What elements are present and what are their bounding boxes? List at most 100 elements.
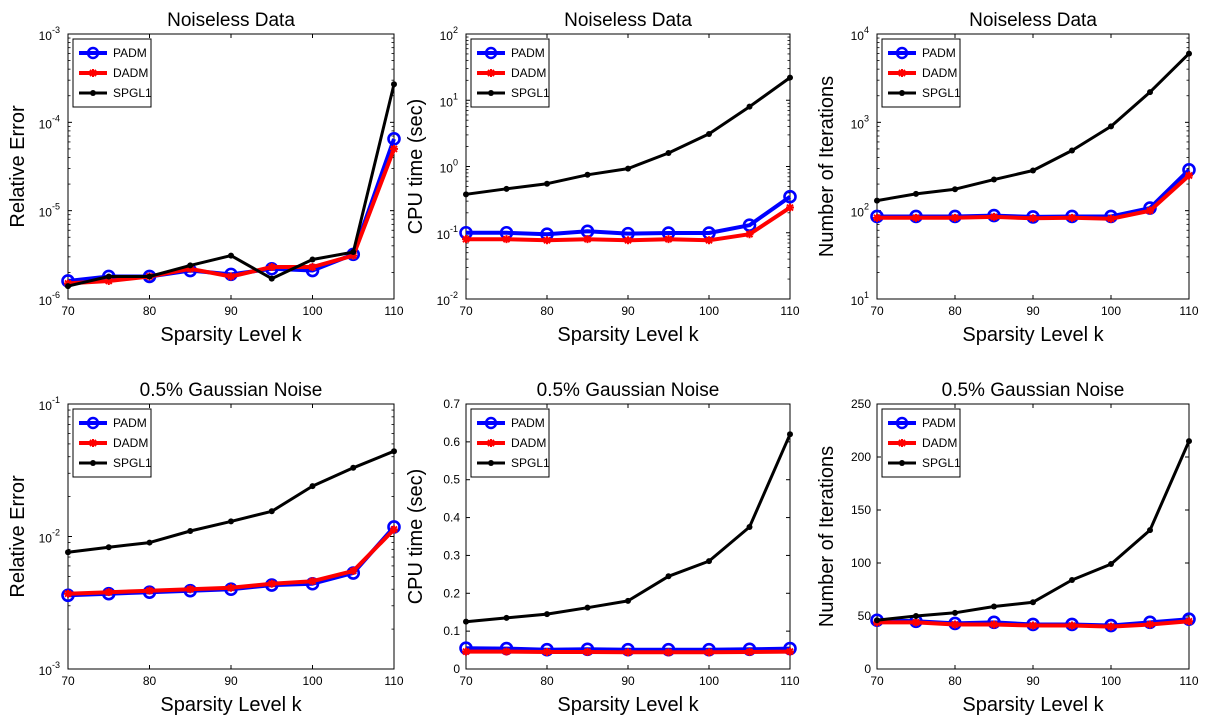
data-point	[583, 235, 592, 244]
data-point	[268, 275, 275, 282]
y-tick-exponent: 1	[864, 290, 869, 300]
data-point	[1185, 617, 1193, 626]
data-point	[1108, 561, 1114, 568]
chart-title: Noiseless Data	[564, 10, 692, 31]
data-point	[745, 230, 754, 239]
x-axis-label: Sparsity Level k	[557, 694, 699, 716]
data-point	[387, 132, 401, 146]
data-point	[665, 573, 672, 580]
y-tick-exponent: 2	[864, 202, 869, 212]
legend-entry-padm: PADM	[477, 46, 545, 60]
y-tick-label: 102	[851, 202, 869, 220]
data-point	[1185, 171, 1193, 180]
legend-marker	[898, 69, 906, 77]
chart-title: 0.5% Gaussian Noise	[537, 380, 720, 401]
legend-label: PADM	[511, 416, 545, 430]
series-dadm	[462, 203, 794, 245]
data-point	[665, 149, 672, 156]
legend-marker	[899, 90, 905, 96]
legend-entry-dadm: DADM	[79, 66, 148, 80]
y-tick-label: 150	[851, 503, 871, 517]
data-point	[391, 448, 397, 455]
legend-marker	[898, 439, 906, 447]
y-axis-label: Number of Iterations	[816, 76, 838, 257]
data-point	[187, 262, 194, 269]
legend-entry-dadm: DADM	[888, 66, 957, 80]
data-point	[308, 263, 317, 272]
legend-label: SPGL1	[113, 86, 152, 100]
x-tick-label: 100	[302, 674, 322, 688]
legend-marker	[895, 416, 909, 430]
legend-entry-spgl1: SPGL1	[477, 456, 550, 470]
x-tick-label: 80	[540, 674, 554, 688]
x-tick-label: 80	[540, 304, 554, 318]
data-point	[462, 647, 470, 656]
data-point	[913, 190, 919, 197]
data-point	[705, 236, 713, 245]
data-point	[146, 539, 153, 546]
data-point	[1147, 527, 1153, 534]
legend-entry-padm: PADM	[79, 46, 147, 60]
legend: PADM DADM SPGL1	[881, 408, 961, 478]
legend-entry-padm: PADM	[79, 416, 147, 430]
y-tick-exponent: 2	[453, 25, 458, 35]
y-tick-base: 10	[440, 29, 454, 43]
legend-label: SPGL1	[511, 456, 550, 470]
x-axis-label: Sparsity Level k	[557, 324, 699, 346]
data-point	[268, 508, 275, 515]
legend-label: PADM	[511, 46, 545, 60]
legend-entry-dadm: DADM	[477, 66, 546, 80]
legend-entry-padm: PADM	[888, 46, 956, 60]
y-tick-exponent: -6	[52, 290, 60, 300]
data-point	[1030, 167, 1036, 174]
legend-entry-spgl1: SPGL1	[79, 456, 152, 470]
y-tick-base: 10	[440, 162, 454, 176]
y-tick-base: 10	[39, 294, 53, 308]
x-tick-label: 110	[1179, 674, 1198, 688]
y-tick-exponent: -2	[450, 290, 458, 300]
y-tick-label: 250	[851, 397, 871, 411]
data-point	[783, 189, 797, 204]
y-tick-exponent: -4	[52, 113, 60, 123]
y-tick-base: 10	[39, 206, 53, 220]
data-point	[787, 431, 793, 438]
legend-marker	[488, 90, 494, 96]
y-tick-label: 10-3	[39, 660, 60, 678]
legend-label: DADM	[113, 66, 148, 80]
data-point	[991, 603, 997, 610]
x-tick-label: 70	[459, 674, 473, 688]
data-point	[267, 263, 276, 272]
x-axis-label: Sparsity Level k	[160, 694, 302, 716]
legend-entry-spgl1: SPGL1	[477, 86, 550, 100]
x-tick-label: 90	[1026, 674, 1040, 688]
data-point	[746, 103, 753, 110]
x-tick-label: 110	[1179, 304, 1198, 318]
data-point	[706, 558, 712, 565]
data-point	[624, 648, 632, 657]
data-point	[105, 544, 112, 551]
data-point	[624, 236, 632, 245]
data-point	[1147, 89, 1153, 96]
data-point	[1107, 214, 1115, 223]
x-tick-label: 80	[143, 304, 157, 318]
data-point	[350, 464, 357, 471]
data-point	[1186, 50, 1192, 57]
legend-marker	[484, 46, 498, 60]
y-axis-label: Number of Iterations	[816, 446, 838, 627]
x-tick-label: 70	[459, 304, 473, 318]
data-point	[1146, 206, 1154, 215]
legend-marker	[89, 69, 97, 77]
y-tick-base: 10	[437, 228, 451, 242]
y-tick-exponent: -1	[450, 224, 458, 234]
data-point	[390, 144, 398, 153]
data-point	[105, 273, 112, 280]
series-dadm	[462, 647, 794, 657]
y-tick-base: 10	[39, 532, 53, 546]
y-tick-base: 10	[39, 664, 53, 678]
data-point	[912, 213, 920, 222]
legend-label: PADM	[922, 46, 956, 60]
data-point	[786, 647, 794, 656]
data-point	[873, 213, 881, 222]
y-tick-base: 10	[440, 95, 454, 109]
